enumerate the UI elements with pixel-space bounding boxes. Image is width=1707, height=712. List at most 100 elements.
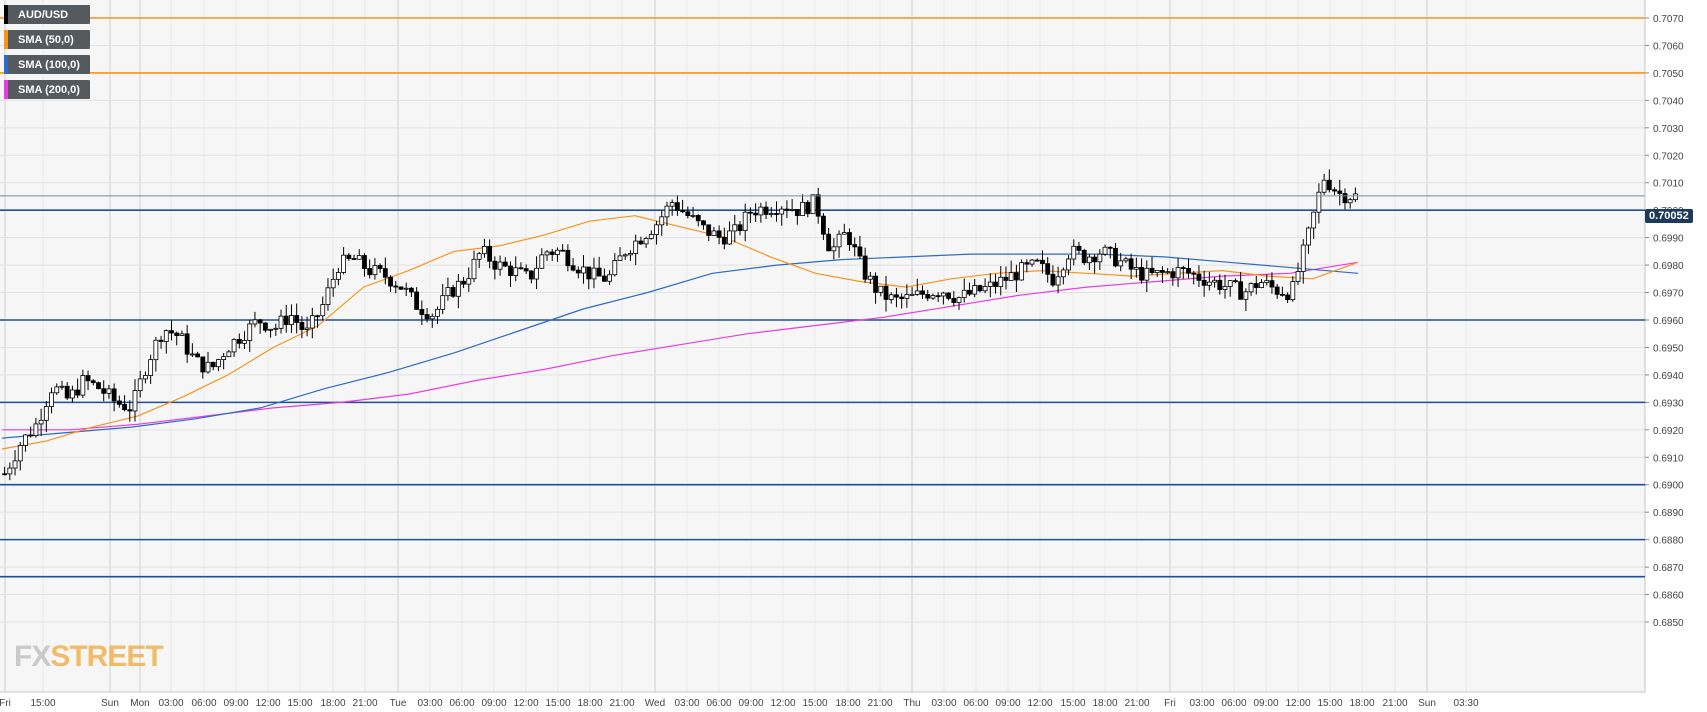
candle-body <box>862 255 868 280</box>
candle-body <box>268 328 273 331</box>
candle-body <box>570 265 576 271</box>
candle-body <box>127 409 133 412</box>
candle-body <box>701 220 706 226</box>
candle-body <box>28 434 34 437</box>
candle-body <box>325 287 331 305</box>
candle-body <box>367 268 373 276</box>
logo-street: STREET <box>50 640 163 673</box>
candle-body <box>247 323 253 341</box>
candle-body <box>17 445 23 462</box>
candle-body <box>1306 227 1311 246</box>
x-tick-label: 12:00 <box>770 698 795 709</box>
candle-body <box>1295 271 1301 282</box>
candle-body <box>518 267 524 270</box>
legend-label: SMA (100,0) <box>18 58 80 71</box>
candle-body <box>617 255 623 261</box>
candle-body <box>226 351 232 358</box>
legend-item-sma200[interactable]: SMA (200,0) <box>4 80 90 99</box>
candle-body <box>1144 267 1150 281</box>
candle-body <box>1217 279 1223 290</box>
y-axis-ticks: 0.7070 0.7060 0.7050 0.7040 0.7030 0.7020 0.70… <box>1645 14 1684 629</box>
candle-body <box>257 319 263 324</box>
candle-body <box>320 304 326 317</box>
candle-body <box>972 285 978 295</box>
candle-body <box>909 293 915 296</box>
candle-body <box>80 375 86 396</box>
y-tick-label: 0.6980 <box>1653 261 1684 272</box>
candle-body <box>179 333 185 336</box>
candle-body <box>643 238 649 245</box>
candle-body <box>200 356 206 373</box>
x-tick-label: 06:00 <box>449 698 474 709</box>
candle-body <box>690 215 696 217</box>
x-tick-label: 18:00 <box>320 698 345 709</box>
candle-body <box>1274 286 1280 295</box>
candle-body <box>847 232 852 246</box>
x-tick-label: 15:00 <box>545 698 570 709</box>
candle-body <box>1279 293 1285 296</box>
sma100-line <box>1 253 1359 439</box>
y-tick-label: 0.6990 <box>1653 234 1684 245</box>
candle-body <box>429 315 435 320</box>
candle-body <box>946 292 951 299</box>
candle-body <box>1118 260 1124 267</box>
logo-fx: FX <box>14 640 51 673</box>
x-tick-label: 15:00 <box>1060 698 1085 709</box>
candle-body <box>1300 244 1306 272</box>
candle-body <box>695 215 701 222</box>
x-tick-label: 18:00 <box>1092 698 1117 709</box>
candle-body <box>1196 273 1202 281</box>
x-tick-label: 03:30 <box>1453 698 1478 709</box>
candle-body <box>982 286 988 292</box>
candle-body <box>440 295 446 310</box>
x-tick-label: 03:00 <box>417 698 442 709</box>
y-tick-label: 0.7030 <box>1653 124 1684 135</box>
candle-body <box>1113 247 1118 267</box>
candle-body <box>419 309 425 315</box>
x-tick-label: 18:00 <box>835 698 860 709</box>
candle-body <box>377 265 383 269</box>
candle-body <box>43 406 49 421</box>
candle-body <box>466 278 472 285</box>
legend-item-sma100[interactable]: SMA (100,0) <box>4 55 90 74</box>
candle-body <box>925 293 931 299</box>
x-tick-label: 15:00 <box>1317 698 1342 709</box>
candle-body <box>85 375 91 382</box>
candle-body <box>1180 267 1186 269</box>
candle-body <box>1326 179 1332 191</box>
y-tick-label: 0.6920 <box>1653 426 1684 437</box>
legend-item-audusd[interactable]: AUD/USD <box>4 5 90 24</box>
candle-body <box>153 339 159 361</box>
candle-body <box>993 281 998 287</box>
candle-body <box>1066 258 1071 271</box>
candle-body <box>205 361 211 373</box>
y-tick-label: 0.6970 <box>1653 289 1684 300</box>
candle-body <box>528 270 534 280</box>
candle-body <box>1347 199 1353 204</box>
candle-body <box>1264 280 1270 283</box>
candle-body <box>1160 270 1165 273</box>
candle-body <box>414 291 420 310</box>
candle-body <box>831 246 837 252</box>
candle-body <box>1076 245 1082 251</box>
candle-body <box>977 285 983 292</box>
candle-body <box>1024 262 1030 265</box>
y-tick-label: 0.7020 <box>1653 151 1684 162</box>
candle-body <box>878 285 884 293</box>
candle-body <box>1050 273 1056 286</box>
candle-body <box>753 212 759 216</box>
legend-item-sma50[interactable]: SMA (50,0) <box>4 30 90 49</box>
candle-body <box>888 294 894 300</box>
candle-body <box>706 224 712 236</box>
candle-body <box>565 249 571 267</box>
y-tick-label: 0.6930 <box>1653 398 1684 409</box>
y-tick-label: 0.7050 <box>1653 69 1684 80</box>
plot-background <box>0 0 1645 692</box>
y-tick-label: 0.6950 <box>1653 343 1684 354</box>
candle-body <box>409 287 414 293</box>
candle-body <box>607 274 612 282</box>
legend-swatch <box>4 55 8 74</box>
candle-body <box>935 295 941 298</box>
candle-body <box>1233 280 1238 283</box>
candle-body <box>221 356 227 361</box>
